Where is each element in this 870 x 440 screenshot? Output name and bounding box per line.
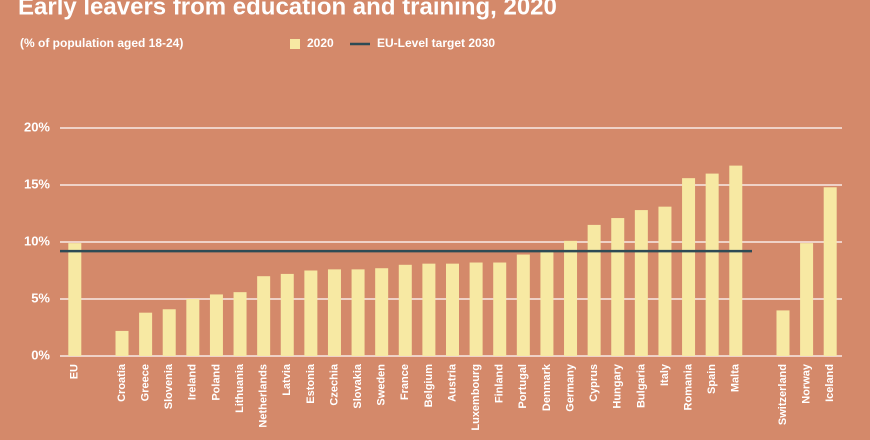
bar [186,299,200,356]
bar [375,268,389,356]
bar [257,276,271,356]
bar [280,273,294,356]
bar [634,210,648,356]
bar [493,262,507,356]
chart-title: Early leavers from education and trainin… [18,0,557,20]
bar [162,309,176,356]
bar [682,178,696,356]
x-tick-label: Estonia [305,363,317,404]
x-tick-label: Sweden [376,364,388,406]
x-tick-label: Iceland [824,364,836,402]
x-tick-label: Portugal [517,364,529,409]
legend-label: EU-Level target 2030 [377,36,495,50]
bar [658,206,672,356]
x-tick-label: Czechia [328,363,340,405]
bar [587,224,601,356]
bar [564,240,578,356]
bar [800,243,814,356]
x-tick-label: Lithuania [234,363,246,413]
y-tick-label: 5% [31,290,50,305]
y-tick-label: 0% [31,347,50,362]
x-tick-label: Switzerland [777,364,789,425]
bar [398,264,412,356]
x-tick-label: Ireland [187,364,199,400]
legend-label: 2020 [307,36,334,50]
bar [351,269,365,356]
x-tick-label: Romania [682,363,694,410]
x-tick-label: Germany [564,363,576,412]
x-tick-label: Denmark [541,363,553,411]
chart-subtitle: (% of population aged 18-24) [20,36,183,50]
x-tick-label: France [399,364,411,400]
bar [729,165,743,356]
x-tick-label: Bulgaria [635,363,647,408]
bar [68,243,82,356]
x-tick-label: Luxembourg [470,364,482,431]
bar [233,292,247,356]
x-tick-label: Cyprus [588,364,600,402]
bar [327,269,341,356]
bar [304,270,318,356]
y-tick-label: 20% [24,119,50,134]
bar [516,254,530,356]
x-tick-label: Austria [446,363,458,402]
x-tick-label: Spain [706,364,718,394]
bar [115,330,129,356]
bar [139,312,153,356]
x-tick-label: EU [69,364,81,379]
x-tick-label: Greece [140,364,152,401]
bar [611,218,625,356]
bar [446,263,459,356]
y-tick-label: 10% [24,233,50,248]
x-tick-label: Slovenia [163,363,175,409]
bar [705,173,719,356]
x-tick-label: Finland [494,364,506,403]
x-tick-label: Poland [210,364,222,401]
x-tick-label: Italy [659,363,671,386]
x-tick-label: Latvia [281,363,293,396]
bar [823,187,837,356]
x-tick-label: Netherlands [258,364,270,428]
y-tick-label: 15% [24,176,50,191]
x-tick-label: Norway [800,363,812,404]
x-tick-label: Malta [730,363,742,392]
legend-swatch [290,39,300,49]
x-tick-label: Slovakia [352,363,364,409]
x-tick-label: Hungary [612,363,624,409]
x-tick-label: Croatia [116,363,128,402]
bar [540,249,554,356]
bar [776,310,790,356]
bar [209,294,223,356]
x-tick-label: Belgium [423,364,435,408]
bar [469,262,483,356]
bar [422,263,436,356]
